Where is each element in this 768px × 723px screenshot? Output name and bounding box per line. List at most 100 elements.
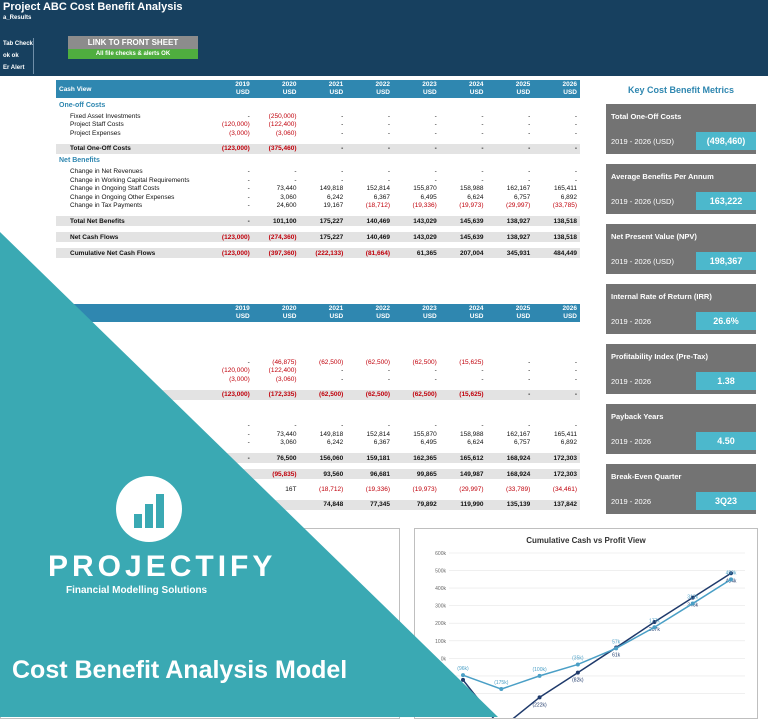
- table-cell: (62,500): [365, 391, 390, 398]
- year-header: 2026 USD: [562, 305, 577, 320]
- table-cell: 152,814: [366, 430, 391, 438]
- y-tick-label: 200k: [435, 621, 446, 627]
- table-cell: -: [387, 422, 390, 430]
- row-label: Fixed Asset Investments: [70, 112, 141, 120]
- table-cell: (29,997): [459, 485, 484, 493]
- table-cell: -: [481, 129, 484, 137]
- table-cell: -: [528, 129, 531, 137]
- table-cell: (172,335): [268, 391, 297, 398]
- y-tick-label: 600k: [435, 551, 446, 557]
- table-cell: (120,000): [221, 367, 250, 375]
- table-cell: -: [481, 422, 484, 430]
- table-cell: -: [481, 367, 484, 375]
- table-cell: -: [481, 176, 484, 184]
- metric-label: Net Present Value (NPV): [611, 232, 697, 241]
- section-title: Net Benefits: [59, 157, 100, 164]
- table-cell: (19,336): [412, 202, 437, 210]
- page-title: Project ABC Cost Benefit Analysis: [3, 1, 183, 13]
- check-panel: Tab Check ok ok Er Alert: [3, 38, 34, 74]
- metric-card: Profitability Index (Pre-Tax) 2019 - 2026…: [606, 344, 756, 394]
- table-cell: 143,029: [413, 217, 437, 225]
- table-cell: 73,440: [276, 185, 297, 193]
- table-cell: -: [247, 168, 250, 176]
- table-row: Change in Tax Payments - 24,600 19,167 (18,7…: [56, 202, 580, 211]
- table-cell: 159,181: [366, 454, 391, 462]
- series-line: [462, 578, 732, 690]
- table-cell: 149,818: [319, 430, 344, 438]
- table-cell: 138,518: [553, 233, 578, 241]
- table-row: (120,000) (122,400) - - - - - -: [56, 367, 580, 376]
- data-label: (222k): [532, 702, 547, 708]
- data-point: [729, 571, 733, 576]
- table-cell: -: [247, 112, 250, 120]
- table-cell: -: [341, 176, 344, 184]
- table-cell: (62,500): [319, 358, 344, 366]
- table-cell: -: [247, 358, 250, 366]
- table-cell: -: [341, 112, 344, 120]
- table-cell: 24,600: [276, 202, 297, 210]
- table-cell: -: [528, 145, 531, 152]
- table-cell: (123,000): [221, 233, 250, 241]
- table-row: Change in Working Capital Requirements - -…: [56, 176, 580, 185]
- table-cell: (29,997): [506, 202, 531, 210]
- table-cell: 119,990: [460, 501, 484, 508]
- year-header: 2019 USD: [235, 305, 250, 320]
- metric-card: Average Benefits Per Annum 2019 - 2026 (U…: [606, 164, 756, 214]
- top-bar: Project ABC Cost Benefit Analysis a_Resu…: [0, 0, 768, 76]
- table-cell: -: [341, 145, 344, 152]
- table-cell: (62,500): [412, 358, 437, 366]
- table-cell: 156,060: [319, 454, 344, 462]
- table-cell: 162,365: [413, 454, 437, 462]
- y-tick-label: 500k: [435, 569, 446, 575]
- table-cell: 162,167: [506, 430, 531, 438]
- row-label: d Asset Investments: [70, 358, 129, 366]
- table-cell: 155,870: [413, 185, 437, 193]
- table-cell: (3,000): [229, 129, 250, 137]
- table-cell: 138,927: [506, 233, 531, 241]
- y-tick-label: 300k: [435, 604, 446, 610]
- metric-period: 2019 - 2026 (USD): [611, 197, 674, 206]
- year-header: 2021 USD: [328, 81, 344, 96]
- link-to-front-sheet-button[interactable]: LINK TO FRONT SHEET: [68, 36, 198, 49]
- data-label: 207k: [649, 627, 660, 633]
- table-cell: 175,227: [319, 233, 344, 241]
- table-cell: 165,411: [553, 185, 577, 193]
- metric-card: Payback Years 2019 - 2026 4.50: [606, 404, 756, 454]
- table-cell: (3,060): [275, 129, 297, 137]
- table-cell: 165,612: [460, 454, 484, 462]
- cash-view-table: Cash View 2019 USD 2020 USD 2021 USD 2022 USD 202…: [56, 80, 580, 258]
- data-point: [614, 646, 619, 651]
- data-point: [461, 673, 465, 678]
- table-cell: -: [387, 367, 390, 375]
- year-header: 2024 USD: [469, 305, 484, 320]
- table-cell: (33,789): [506, 485, 531, 493]
- metric-value: 3Q23: [696, 492, 756, 510]
- table-cell: 19,167: [323, 202, 344, 210]
- table-cell: 140,469: [366, 233, 391, 241]
- table-cell: -: [247, 422, 250, 430]
- table-row: Change in Net Revenues - - - - - - - -: [56, 168, 580, 177]
- metric-card: Internal Rate of Return (IRR) 2019 - 2026…: [606, 284, 756, 334]
- table-cell: (122,400): [268, 121, 297, 129]
- table-cell: 145,639: [460, 217, 484, 225]
- table-cell: -: [387, 168, 390, 176]
- table-cell: -: [434, 375, 437, 383]
- table-cell: (15,625): [459, 358, 484, 366]
- data-point: [652, 619, 657, 624]
- table-row: --------: [56, 422, 580, 431]
- table-row: d Asset Investments - (46,875) (62,500) (62,…: [56, 358, 580, 367]
- metric-label: Break-Even Quarter: [611, 472, 682, 481]
- table-cell: -: [434, 129, 437, 137]
- table-cell: -: [481, 375, 484, 383]
- data-point: [537, 673, 542, 678]
- metric-card: Net Present Value (NPV) 2019 - 2026 (USD)…: [606, 224, 756, 274]
- brand-tagline: Financial Modelling Solutions: [66, 585, 208, 596]
- table-cell: -: [247, 430, 250, 438]
- row-label: Change in Tax Payments: [70, 202, 143, 210]
- table-cell: 6,367: [373, 193, 390, 201]
- table-cell: 162,167: [506, 185, 531, 193]
- table-row: Project Staff Costs (120,000) (122,400) - - -…: [56, 121, 580, 130]
- table-cell: -: [341, 121, 344, 129]
- table-cell: (62,500): [412, 391, 437, 398]
- table-cell: (19,336): [365, 485, 390, 493]
